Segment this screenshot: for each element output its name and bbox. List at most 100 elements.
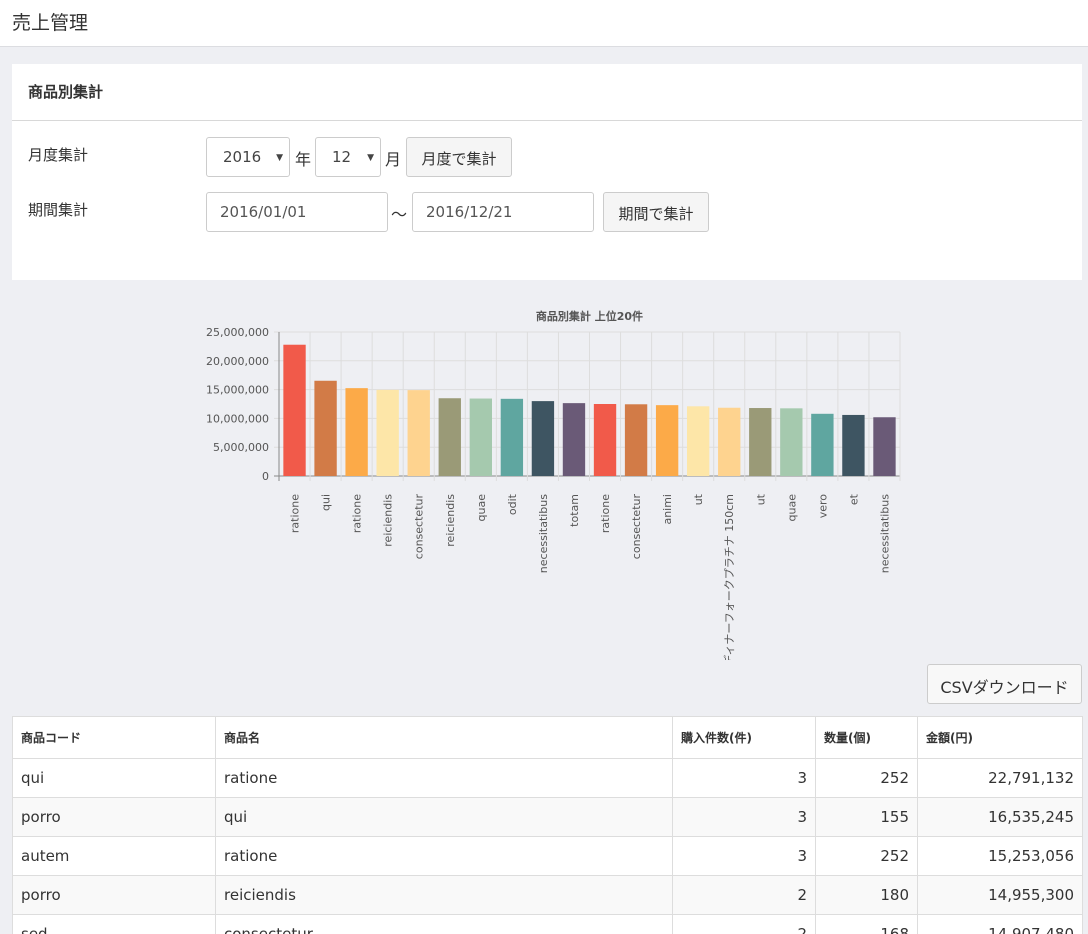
x-tick-label: necessitatibus — [878, 494, 891, 573]
x-tick-label: quae — [475, 494, 488, 522]
y-tick-label: 0 — [262, 470, 269, 483]
cell-orders: 2 — [672, 914, 816, 934]
cell-orders: 3 — [672, 836, 816, 876]
bar — [376, 389, 399, 476]
column-header-name[interactable]: 商品名 — [215, 716, 673, 759]
bar — [718, 407, 741, 476]
bar — [780, 408, 803, 476]
table-row: qui ratione 3 252 22,791,132 — [12, 758, 1083, 798]
cell-name: ratione — [215, 836, 673, 876]
page-title: 売上管理 — [12, 12, 89, 34]
cell-quantity: 252 — [815, 758, 918, 798]
column-header-quantity[interactable]: 数量(個) — [815, 716, 918, 759]
cell-name: ratione — [215, 758, 673, 798]
x-tick-label: reiciendis — [382, 494, 395, 547]
bar — [531, 401, 555, 476]
cell-orders: 3 — [672, 758, 816, 798]
bar — [407, 390, 430, 476]
bar-chart: 0 5,000,000 10,000,000 15,000,000 20,000,000… — [206, 309, 901, 666]
column-header-orders[interactable]: 購入件数(件) — [672, 716, 816, 759]
year-select[interactable]: 2016 ▼ — [206, 137, 290, 177]
bar — [655, 405, 679, 476]
column-header-amount[interactable]: 金額(円) — [917, 716, 1083, 759]
table-row: porro qui 3 155 16,535,245 — [12, 797, 1083, 837]
x-tick-label: necessitatibus — [537, 494, 550, 573]
bar — [624, 404, 648, 476]
x-tick-label: ratione — [351, 494, 364, 533]
bar — [314, 380, 337, 476]
cell-quantity: 168 — [815, 914, 918, 934]
bar — [469, 398, 493, 476]
x-tick-label: ratione — [599, 494, 612, 533]
cell-amount: 16,535,245 — [917, 797, 1083, 837]
cell-code: sed — [12, 914, 216, 934]
x-tick-label: reiciendis — [444, 494, 457, 547]
monthly-aggregate-button[interactable]: 月度で集計 — [406, 137, 512, 177]
bar — [593, 404, 617, 476]
x-tick-label: et — [847, 493, 860, 505]
csv-download-button[interactable]: CSVダウンロード — [927, 664, 1082, 704]
x-tick-label: odit — [506, 493, 519, 515]
y-tick-label: 15,000,000 — [206, 384, 269, 397]
panel-title: 商品別集計 — [12, 64, 1082, 121]
bar — [749, 408, 772, 476]
aggregation-panel: 商品別集計 月度集計 2016 ▼ 年 12 ▼ 月 月度で集計 期間集計 20… — [12, 64, 1082, 280]
period-label: 期間集計 — [28, 201, 89, 219]
table-row: porro reiciendis 2 180 14,955,300 — [12, 875, 1083, 915]
period-separator: 〜 — [391, 205, 408, 224]
x-tick-label: ut — [754, 493, 767, 505]
y-tick-label: 5,000,000 — [213, 441, 269, 454]
bar — [562, 403, 586, 476]
table-row: autem ratione 3 252 15,253,056 — [12, 836, 1083, 876]
y-tick-label: 10,000,000 — [206, 412, 269, 425]
chart-title: 商品別集計 上位20件 — [536, 309, 643, 323]
cell-code: porro — [12, 875, 216, 915]
cell-quantity: 180 — [815, 875, 918, 915]
cell-amount: 15,253,056 — [917, 836, 1083, 876]
cell-orders: 3 — [672, 797, 816, 837]
x-tick-label: consectetur — [413, 494, 426, 560]
cell-name: consectetur — [215, 914, 673, 934]
x-tick-label: quae — [785, 494, 798, 522]
cell-amount: 14,955,300 — [917, 875, 1083, 915]
chevron-down-icon: ▼ — [276, 153, 283, 163]
x-tick-label: vero — [816, 494, 829, 519]
period-to-input[interactable]: 2016/12/21 — [412, 192, 594, 232]
x-tick-label: ut — [692, 493, 705, 505]
x-tick-label: totam — [568, 494, 581, 527]
year-suffix: 年 — [295, 150, 312, 169]
cell-code: porro — [12, 797, 216, 837]
table-row: sed consectetur 2 168 14,907,480 — [12, 914, 1083, 934]
cell-quantity: 155 — [815, 797, 918, 837]
x-tick-label: animi — [661, 494, 674, 525]
bar — [438, 398, 461, 476]
chevron-down-icon: ▼ — [367, 153, 374, 163]
top-bar: 売上管理 — [0, 0, 1088, 47]
year-select-value: 2016 — [223, 148, 262, 166]
bar — [500, 398, 524, 476]
month-select-value: 12 — [332, 148, 352, 166]
month-select[interactable]: 12 ▼ — [315, 137, 381, 177]
sales-table: 商品コード 商品名 購入件数(件) 数量(個) 金額(円) qui ration… — [12, 716, 1083, 934]
y-tick-label: 20,000,000 — [206, 355, 269, 368]
cell-quantity: 252 — [815, 836, 918, 876]
bar — [842, 414, 865, 476]
cell-code: qui — [12, 758, 216, 798]
cell-amount: 14,907,480 — [917, 914, 1083, 934]
period-from-input[interactable]: 2016/01/01 — [206, 192, 388, 232]
cell-code: autem — [12, 836, 216, 876]
period-aggregate-button[interactable]: 期間で集計 — [603, 192, 709, 232]
cell-name: qui — [215, 797, 673, 837]
bar — [283, 344, 306, 476]
y-tick-label: 25,000,000 — [206, 326, 269, 339]
x-tick-label: qui — [320, 494, 333, 511]
bar — [811, 413, 834, 476]
x-tick-label: consectetur — [630, 494, 643, 560]
bar — [345, 388, 368, 476]
monthly-label: 月度集計 — [28, 146, 89, 164]
cell-amount: 22,791,132 — [917, 758, 1083, 798]
x-tick-label: ratione — [289, 494, 302, 533]
table-header-row: 商品コード 商品名 購入件数(件) 数量(個) 金額(円) — [12, 716, 1083, 759]
column-header-code[interactable]: 商品コード — [12, 716, 216, 759]
sales-chart: 0 5,000,000 10,000,000 15,000,000 20,000,000… — [198, 300, 918, 666]
